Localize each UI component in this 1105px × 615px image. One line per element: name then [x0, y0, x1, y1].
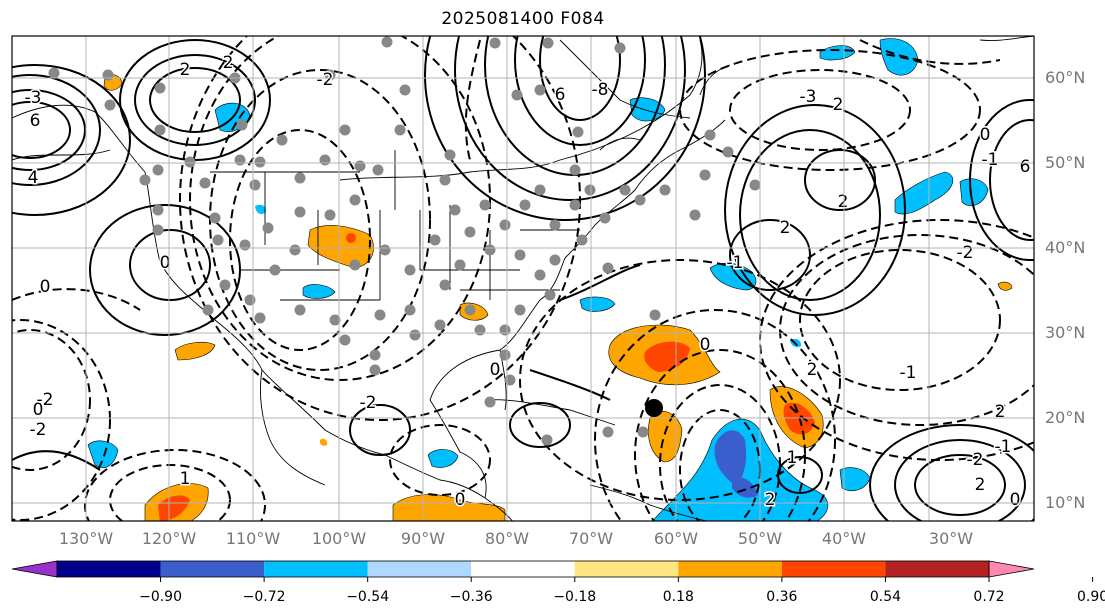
contour-value-label: 2	[833, 95, 844, 115]
contour-value-label: 0	[1010, 490, 1021, 510]
lon-label: 80°W	[485, 529, 529, 548]
contour-value-label: 2	[780, 218, 791, 238]
longitude-labels: 130°W 120°W 110°W 100°W 90°W 80°W 70°W 6…	[59, 529, 973, 548]
colorbar-segment	[574, 561, 679, 577]
contour-value-label: 0	[455, 490, 466, 510]
lon-label: 90°W	[401, 529, 445, 548]
contour-value-label: -8	[592, 80, 609, 100]
contour-value-label: 0	[980, 125, 991, 145]
contour-value-label: 2	[995, 402, 1006, 422]
colorbar-segment	[471, 561, 575, 577]
lon-label: 70°W	[569, 529, 613, 548]
contour-value-label: -2	[317, 70, 334, 90]
colorbar-tick-label: 0.36	[766, 589, 797, 605]
lon-label: 130°W	[59, 529, 114, 548]
colorbar-extend-low	[11, 560, 58, 578]
contour-value-label: 0	[40, 277, 51, 297]
colorbar-segment	[367, 561, 472, 577]
map-frame	[11, 35, 1035, 522]
land-outlines	[12, 36, 1034, 521]
colorbar-tick-label: −0.90	[139, 589, 182, 605]
colorbar-tick-label: −0.36	[450, 589, 493, 605]
chart-title: 2025081400 F084	[441, 9, 605, 29]
lon-label: 60°W	[654, 529, 698, 548]
contour-value-label: -3	[800, 87, 817, 107]
lat-label: 20°N	[1045, 408, 1085, 427]
contours-solid	[12, 36, 1034, 521]
graticule	[12, 36, 1034, 521]
lon-label: 100°W	[312, 529, 367, 548]
colorbar-tick-label: −0.72	[243, 589, 286, 605]
lon-label: 50°W	[738, 529, 782, 548]
contour-value-label: 2	[180, 60, 191, 80]
contour-value-label: 6	[1020, 157, 1031, 177]
lon-label: 120°W	[142, 529, 197, 548]
contour-value-label: 0	[160, 253, 171, 273]
contour-value-label: -2	[360, 393, 377, 413]
storm-position-marker	[645, 399, 663, 417]
contour-value-label: -2	[967, 450, 984, 470]
lat-label: 30°N	[1045, 323, 1085, 342]
lat-label: 50°N	[1045, 153, 1085, 172]
contour-value-label: -2	[957, 243, 974, 263]
latitude-labels: 60°N 50°N 40°N 30°N 20°N 10°N	[1045, 68, 1085, 512]
contour-value-label: 6	[555, 85, 566, 105]
contour-value-label: 4	[28, 168, 39, 188]
colorbar-segment	[160, 561, 265, 577]
colorbar: −0.90 −0.72 −0.54 −0.36 −0.18 0.18 0.36 0.54 0.7…	[11, 560, 1105, 605]
contour-value-label: 0	[700, 335, 711, 355]
contour-value-label: 1	[180, 469, 191, 489]
contour-value-label: -1	[727, 253, 744, 273]
contour-value-label: -2	[30, 420, 47, 440]
contour-value-label: -1	[982, 150, 999, 170]
contour-value-label: 2	[975, 475, 986, 495]
lat-label: 40°N	[1045, 238, 1085, 257]
contour-value-label: 0	[490, 360, 501, 380]
colorbar-tick-label: 0.18	[663, 589, 694, 605]
contour-value-label: -1	[900, 363, 917, 383]
colorbar-segment	[57, 561, 161, 577]
contour-value-label: 0	[33, 400, 44, 420]
colorbar-tick-label: 0.54	[870, 589, 901, 605]
lon-label: 30°W	[929, 529, 973, 548]
colorbar-tick-label: −0.18	[553, 589, 596, 605]
colorbar-segment	[264, 561, 368, 577]
contour-value-label: 2	[807, 360, 818, 380]
colorbar-segment	[678, 561, 782, 577]
station-dots	[48, 36, 761, 446]
lon-label: 110°W	[226, 529, 281, 548]
contour-value-label: -3	[25, 88, 42, 108]
colorbar-tick-label: 0.72	[973, 589, 1004, 605]
contour-value-label: -1	[995, 437, 1012, 457]
contour-value-label: 6	[30, 111, 41, 131]
contour-value-label: -2	[37, 390, 54, 410]
colorbar-segment	[781, 561, 886, 577]
lat-label: 10°N	[1045, 493, 1085, 512]
contour-value-label: 1	[787, 448, 798, 468]
contour-value-label: 2	[838, 192, 849, 212]
lon-label: 40°W	[822, 529, 866, 548]
colorbar-segment	[885, 561, 989, 577]
colorbar-frame	[56, 560, 990, 578]
colorbar-extend-high	[988, 560, 1035, 578]
colorbar-tick-label: −0.54	[346, 589, 389, 605]
colorbar-tick-label: 0.90	[1077, 589, 1105, 605]
contour-value-label: 2	[223, 53, 234, 73]
lat-label: 60°N	[1045, 68, 1085, 87]
contour-value-label: 2	[765, 490, 776, 510]
